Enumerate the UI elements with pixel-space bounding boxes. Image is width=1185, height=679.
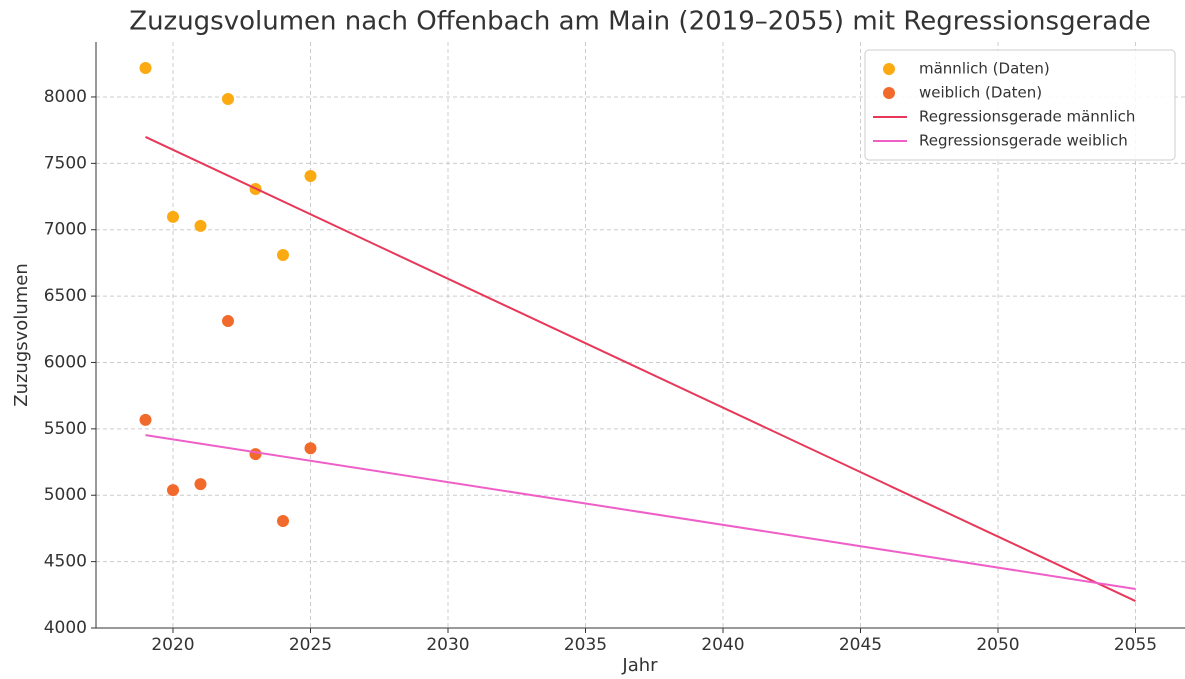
data-point: [277, 514, 289, 527]
data-point: [304, 169, 317, 182]
legend-label: Regressionsgerade weiblich: [919, 132, 1128, 150]
y-tick-label: 7500: [44, 153, 87, 173]
x-tick-label: 2025: [289, 635, 332, 655]
y-tick-label: 7000: [44, 220, 87, 240]
x-tick-label: 2055: [1114, 635, 1157, 655]
x-axis-label: Jahr: [621, 655, 658, 676]
y-tick-label: 5000: [44, 485, 87, 505]
y-tick-label: 4000: [44, 618, 87, 638]
x-tick-label: 2040: [701, 635, 744, 655]
x-tick-label: 2050: [976, 635, 1019, 655]
legend-label: weiblich (Daten): [919, 84, 1042, 102]
data-point: [167, 210, 179, 223]
data-point: [222, 315, 234, 328]
y-tick-label: 4500: [44, 552, 87, 572]
data-point: [222, 92, 234, 105]
y-axis-label: Zuzugsvolumen: [11, 263, 32, 407]
x-tick-label: 2020: [151, 635, 194, 655]
chart-title: Zuzugsvolumen nach Offenbach am Main (20…: [129, 7, 1150, 37]
data-point: [304, 442, 317, 455]
y-tick-label: 8000: [44, 87, 87, 107]
data-point: [249, 448, 262, 461]
legend-box: [864, 49, 1176, 161]
data-point: [194, 478, 207, 491]
legend-marker: [883, 63, 895, 75]
data-point: [139, 413, 152, 426]
x-tick-label: 2030: [426, 635, 469, 655]
regression-line: [145, 434, 1136, 590]
data-point: [194, 219, 207, 232]
x-tick-label: 2035: [564, 635, 607, 655]
legend-marker: [883, 87, 895, 99]
legend-label: Regressionsgerade männlich: [919, 108, 1135, 126]
data-point: [167, 484, 179, 497]
x-tick-label: 2045: [839, 635, 882, 655]
data-point: [139, 62, 152, 75]
y-tick-label: 5500: [44, 419, 87, 439]
data-point: [277, 248, 289, 261]
legend-label: männlich (Daten): [919, 60, 1050, 78]
regression-line: [145, 136, 1136, 602]
y-tick-label: 6000: [44, 352, 87, 372]
y-tick-label: 6500: [44, 286, 87, 306]
